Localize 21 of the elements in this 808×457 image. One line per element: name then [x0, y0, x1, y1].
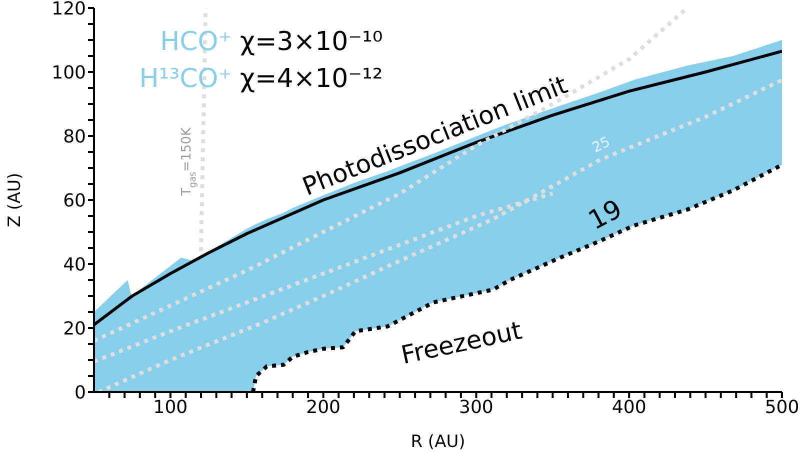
y-tick-label: 60	[63, 190, 86, 212]
annotation: 19	[584, 194, 628, 236]
annotation: χ=3×10⁻¹⁰	[240, 27, 383, 57]
y-tick-label: 100	[52, 62, 86, 84]
annotation: H¹³CO⁺	[139, 64, 232, 94]
x-axis-title: R (AU)	[410, 432, 466, 452]
x-tick-label: 500	[764, 396, 800, 418]
y-tick-label: 120	[52, 0, 86, 20]
annotation: χ=4×10⁻¹²	[240, 64, 383, 94]
x-tick-label: 400	[612, 396, 646, 418]
y-tick-label: 40	[63, 254, 86, 276]
x-tick-label: 300	[459, 396, 494, 418]
annotation: HCO⁺	[160, 27, 232, 57]
annotation: 25	[590, 134, 613, 156]
y-tick-label: 0	[74, 382, 86, 404]
x-tick-label: 100	[153, 396, 188, 418]
y-tick-label: 80	[63, 126, 86, 148]
y-axis-title: Z (AU)	[5, 172, 25, 228]
y-tick-label: 20	[63, 318, 86, 340]
text: Freezeout	[398, 316, 525, 370]
x-tick-label: 200	[306, 396, 341, 418]
